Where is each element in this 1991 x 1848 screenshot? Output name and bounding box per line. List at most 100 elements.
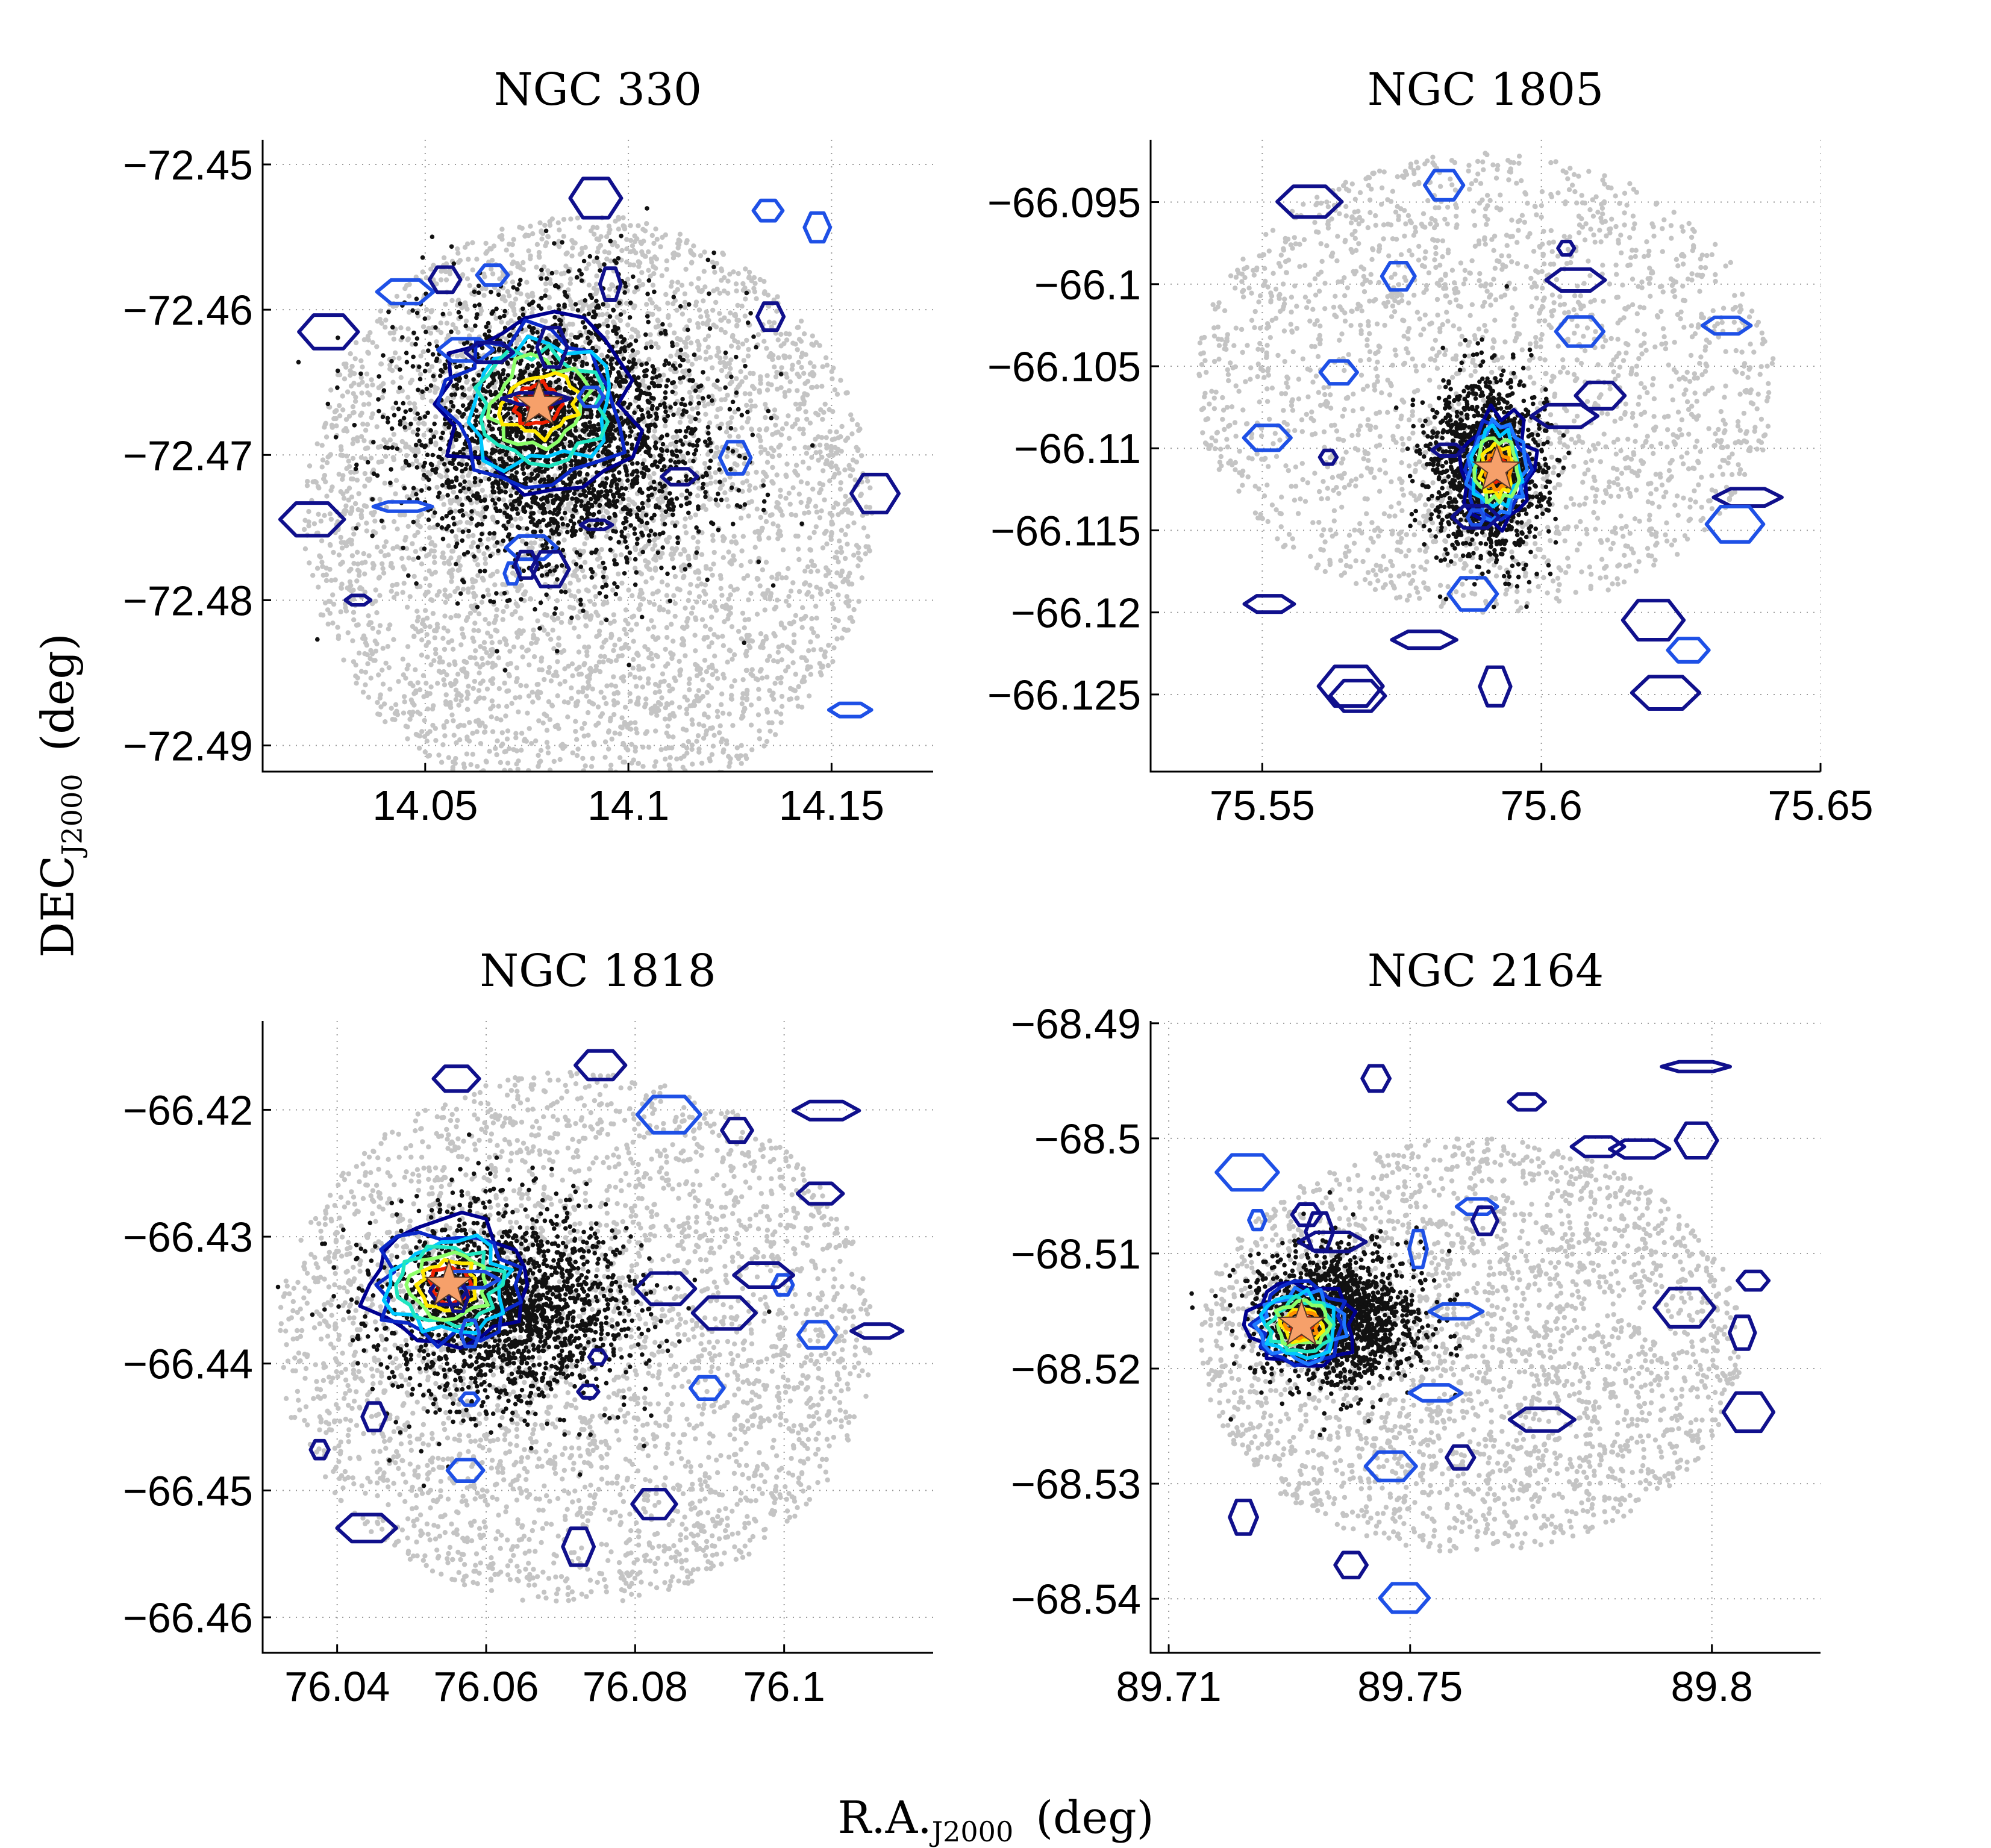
star-point bbox=[761, 470, 766, 475]
star-point bbox=[660, 579, 664, 584]
star-point bbox=[780, 513, 785, 517]
star-point bbox=[763, 607, 767, 612]
star-point bbox=[747, 483, 752, 488]
star-point bbox=[696, 722, 701, 726]
star-point bbox=[743, 266, 748, 271]
star-point bbox=[498, 508, 502, 513]
star-point bbox=[419, 561, 424, 566]
star-point bbox=[698, 253, 703, 258]
star-point bbox=[717, 360, 722, 365]
star-point bbox=[848, 498, 852, 503]
star-point bbox=[435, 681, 440, 685]
star-point bbox=[376, 629, 381, 634]
star-point bbox=[786, 594, 791, 599]
star-point bbox=[836, 593, 840, 598]
star-point bbox=[655, 654, 660, 659]
star-point bbox=[694, 739, 699, 744]
star-point bbox=[756, 687, 761, 691]
star-point bbox=[384, 440, 389, 445]
star-point bbox=[403, 445, 408, 449]
star-point bbox=[815, 634, 820, 638]
star-point bbox=[502, 785, 507, 790]
star-point bbox=[665, 301, 670, 305]
star-point bbox=[363, 636, 367, 641]
star-point bbox=[707, 395, 711, 399]
star-point bbox=[468, 762, 473, 767]
star-point bbox=[499, 226, 504, 231]
star-point bbox=[563, 744, 567, 749]
star-point bbox=[668, 354, 673, 358]
star-point bbox=[536, 784, 541, 789]
star-point bbox=[699, 552, 704, 557]
star-point bbox=[569, 685, 574, 690]
star-point bbox=[480, 656, 484, 661]
star-point bbox=[339, 535, 343, 540]
star-point bbox=[767, 729, 772, 734]
star-point bbox=[505, 789, 510, 794]
star-point bbox=[493, 316, 498, 320]
star-point bbox=[432, 422, 437, 426]
star-point bbox=[688, 248, 693, 253]
star-point bbox=[764, 739, 769, 744]
star-point bbox=[818, 591, 823, 596]
star-point bbox=[537, 667, 542, 672]
star-point bbox=[500, 730, 505, 735]
star-point bbox=[788, 379, 793, 384]
star-point bbox=[466, 257, 470, 261]
star-point bbox=[324, 572, 329, 577]
star-point bbox=[519, 645, 524, 649]
star-point bbox=[787, 436, 792, 441]
star-point bbox=[516, 710, 520, 714]
star-point bbox=[406, 555, 411, 560]
star-point bbox=[442, 614, 447, 619]
star-point bbox=[571, 605, 576, 610]
star-point bbox=[608, 763, 613, 767]
star-point bbox=[708, 355, 713, 360]
star-point bbox=[380, 566, 385, 571]
star-point bbox=[681, 574, 686, 579]
star-point bbox=[365, 477, 370, 482]
star-point bbox=[823, 461, 828, 466]
star-point bbox=[413, 549, 418, 554]
star-point bbox=[764, 560, 769, 564]
star-point bbox=[363, 471, 367, 476]
star-point bbox=[712, 654, 717, 658]
star-point bbox=[513, 609, 517, 614]
star-point bbox=[471, 686, 476, 691]
star-point bbox=[650, 547, 655, 552]
star-point bbox=[657, 775, 662, 779]
star-point bbox=[688, 582, 693, 587]
star-point bbox=[784, 461, 789, 466]
star-point bbox=[626, 587, 631, 592]
star-point bbox=[681, 547, 686, 552]
star-point bbox=[631, 666, 636, 670]
star-point bbox=[537, 250, 542, 255]
star-point bbox=[633, 531, 637, 536]
star-point bbox=[720, 604, 725, 609]
star-point bbox=[776, 650, 781, 655]
star-point bbox=[583, 355, 587, 360]
star-point bbox=[363, 428, 368, 432]
star-point bbox=[572, 362, 577, 367]
star-point bbox=[666, 610, 670, 614]
star-point bbox=[341, 658, 346, 663]
star-point bbox=[440, 551, 445, 555]
star-point bbox=[508, 661, 513, 666]
star-point bbox=[583, 245, 588, 250]
star-point bbox=[465, 615, 470, 620]
star-point bbox=[573, 240, 578, 245]
star-point bbox=[686, 425, 691, 430]
star-point bbox=[575, 753, 580, 758]
star-point bbox=[370, 382, 375, 387]
star-point bbox=[702, 284, 707, 289]
star-point bbox=[742, 358, 746, 363]
star-point bbox=[444, 719, 449, 724]
star-point bbox=[799, 500, 804, 505]
star-point bbox=[749, 702, 754, 707]
star-point bbox=[694, 599, 699, 604]
star-point bbox=[689, 260, 694, 264]
star-point bbox=[602, 654, 607, 659]
star-point bbox=[625, 621, 630, 626]
star-point bbox=[732, 652, 737, 657]
star-point bbox=[747, 275, 752, 279]
